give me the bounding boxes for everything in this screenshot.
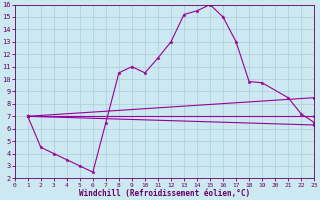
X-axis label: Windchill (Refroidissement éolien,°C): Windchill (Refroidissement éolien,°C) bbox=[79, 189, 250, 198]
